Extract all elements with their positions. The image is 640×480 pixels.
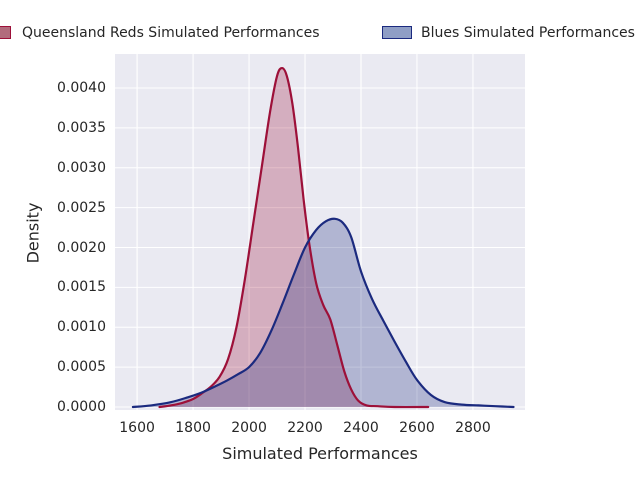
y-tick-label: 0.0005: [57, 359, 106, 376]
legend-label-blues: Blues Simulated Performances: [421, 25, 635, 41]
gridlines: [115, 54, 525, 410]
x-tick-label: 2800: [455, 420, 491, 436]
x-tick-label: 1800: [175, 420, 211, 436]
density-fill: [159, 68, 429, 408]
x-tick-label: 2200: [287, 420, 323, 436]
x-tick-label: 2600: [399, 420, 435, 436]
y-tick-label: 0.0025: [57, 199, 106, 216]
density-fills: [132, 68, 514, 408]
y-tick-label: 0.0035: [57, 119, 106, 136]
plot-area: [115, 54, 525, 410]
y-tick-label: 0.0000: [57, 399, 106, 415]
x-tick-label: 1600: [119, 420, 155, 436]
density-fill: [132, 218, 514, 407]
y-tick-label: 0.0020: [57, 239, 106, 256]
legend-swatch-queensland-reds: [0, 26, 11, 39]
y-tick-label: 0.0030: [57, 159, 106, 176]
y-tick-label: 0.0015: [57, 279, 106, 296]
density-curves: [131, 66, 515, 409]
density-curve: [131, 217, 515, 409]
density-curve: [158, 66, 430, 409]
y-tick-label: 0.0010: [57, 319, 106, 336]
y-tick-label: 0.0040: [57, 80, 106, 96]
legend-swatch-blues: [382, 26, 412, 39]
x-tick-label: 2400: [343, 420, 379, 436]
x-tick-label: 2000: [231, 420, 267, 436]
x-axis-label: Simulated Performances: [222, 444, 418, 463]
kde-chart: [115, 54, 525, 410]
legend-label-queensland-reds: Queensland Reds Simulated Performances: [22, 25, 320, 41]
y-axis-label: Density: [23, 202, 43, 264]
